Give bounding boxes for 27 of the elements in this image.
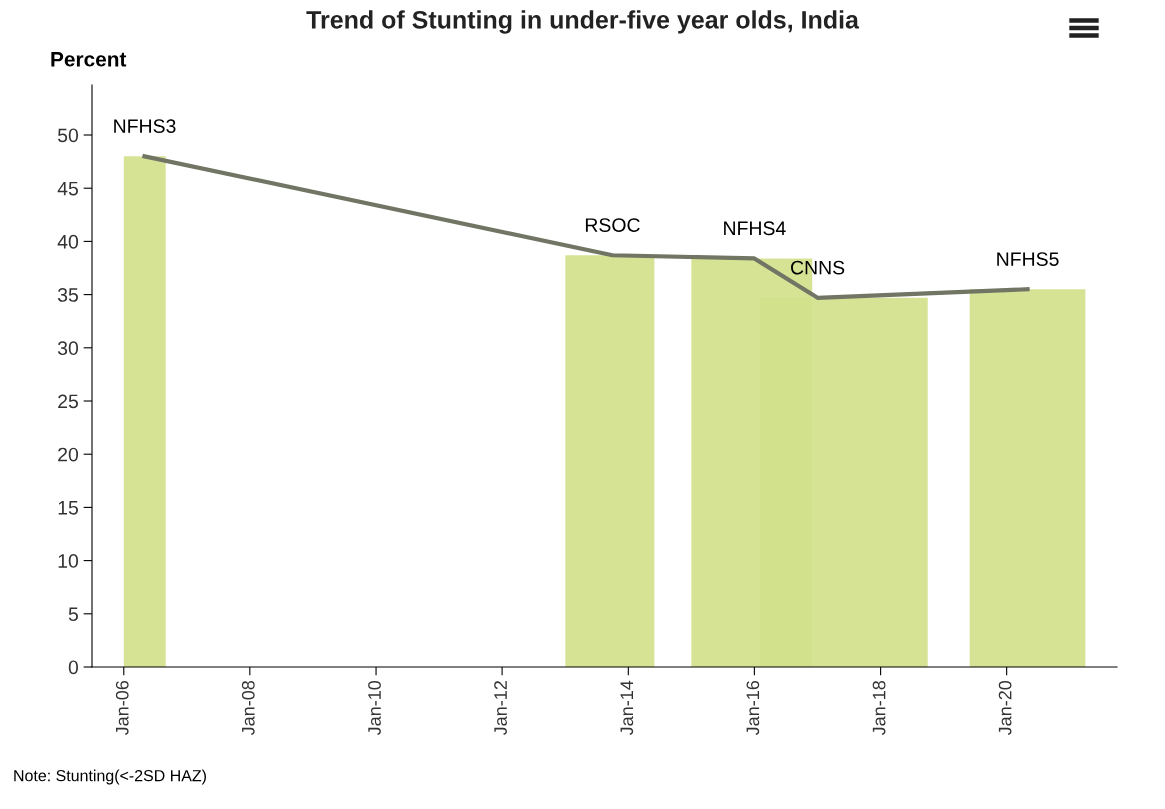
annotation: RSOC [585, 218, 640, 232]
x-tick-label: Jan-12 [494, 681, 507, 736]
text: Note: Stunting(<-2SD HAZ) [14, 769, 206, 785]
y-tick-label: 35 [57, 288, 78, 302]
y-tick-label: 45 [57, 181, 78, 196]
x-tick-label: Jan-06 [115, 680, 129, 736]
y-tick-label: 40 [57, 234, 79, 249]
x-tick-label: Jan-10 [368, 680, 381, 736]
y-tick-label: 30 [57, 341, 79, 356]
y-axis-title: Percent [51, 52, 127, 67]
annotation: NFHS5 [997, 252, 1059, 266]
y-tick-label: 5 [68, 607, 78, 622]
y-tick-label: 25 [58, 394, 78, 409]
y-tick-label: 15 [58, 501, 78, 515]
y-tick-label: 0 [68, 660, 79, 675]
y-tick-label: 50 [57, 128, 79, 143]
y-tick-label: 10 [58, 554, 79, 568]
annotation: NFHS3 [114, 119, 176, 133]
x-tick-label: Jan-20 [998, 680, 1012, 736]
chart-title: Trend of Stunting in under-five year olds, India [306, 10, 860, 34]
annotation: CNNS [791, 260, 845, 275]
x-tick-label: Jan-18 [872, 680, 886, 736]
x-tick-label: Jan-14 [620, 680, 634, 736]
annotation: NFHS4 [724, 221, 786, 236]
x-tick-label: Jan-16 [746, 680, 760, 736]
x-tick-label: Jan-08 [241, 680, 255, 736]
y-tick-label: 20 [58, 447, 79, 462]
